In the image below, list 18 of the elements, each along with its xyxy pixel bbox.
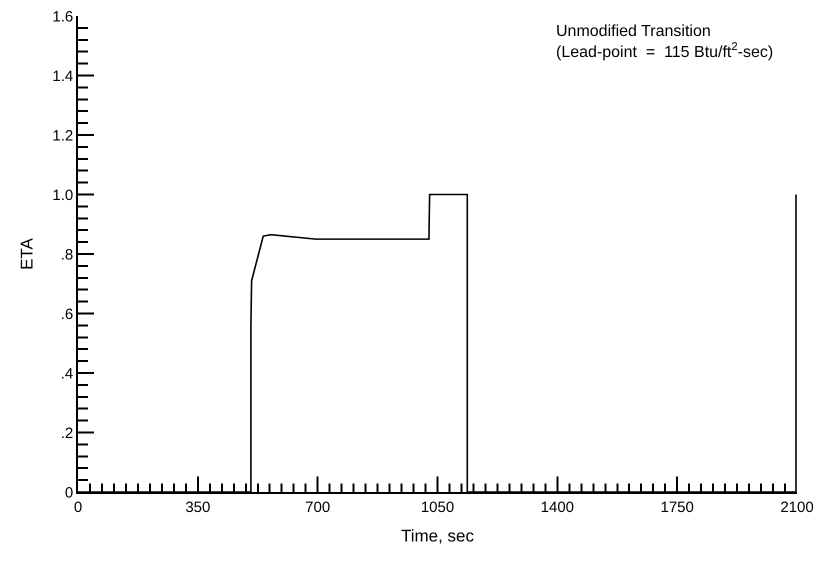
annotation: Unmodified Transition (Lead-point = 115 Btu/ft$^{2}$-sec) — [556, 23, 774, 61]
x-tick-label: 2100 — [780, 498, 814, 516]
y-tick-label: .2 — [60, 424, 74, 442]
x-tick-label: 1400 — [540, 498, 574, 516]
y-tick-label: .8 — [60, 246, 74, 264]
y-tick-label: 1.6 — [52, 8, 74, 26]
y-tick-label: 1.4 — [52, 68, 74, 85]
y-tick-label: 0 — [64, 484, 74, 502]
y-tick-label: .4 — [60, 365, 74, 382]
x-axis-title: Time, sec — [400, 526, 475, 546]
y-tick-label: .6 — [60, 306, 74, 323]
y-axis-title: ETA — [17, 237, 36, 270]
x-tick-label: 700 — [305, 498, 330, 516]
x-tick-label: 1050 — [420, 498, 454, 516]
x-tick-label: 350 — [185, 498, 210, 516]
x-tick-label: 1750 — [660, 498, 694, 516]
y-tick-label: 1.0 — [52, 186, 74, 204]
y-tick-label: 1.2 — [52, 127, 74, 144]
